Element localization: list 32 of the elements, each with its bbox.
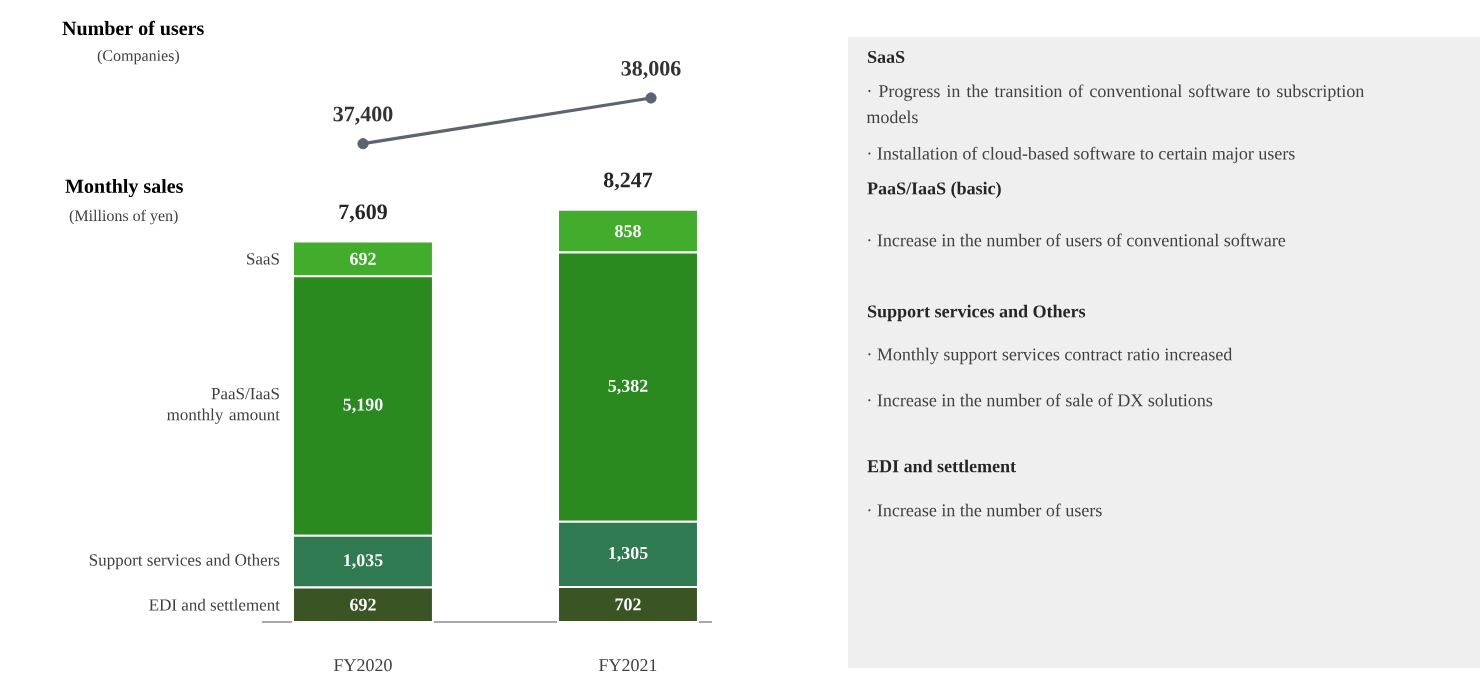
text: Support services and Others xyxy=(868,304,1086,322)
text: PaaS/IaaS (basic) xyxy=(867,181,1001,199)
chart-title: Monthly sales xyxy=(65,178,183,198)
text: EDI and settlement xyxy=(867,459,1016,473)
series-label: Support services and Others xyxy=(89,553,280,570)
data-label: 5,190 xyxy=(343,398,383,414)
text: · Increase in the number of users of conventional software xyxy=(868,233,1286,247)
data-label: 692 xyxy=(350,598,376,611)
data-label: 702 xyxy=(615,598,641,611)
chart-subtitle: (Companies) xyxy=(97,49,180,65)
data-label: 5,382 xyxy=(608,379,648,395)
data-label: 1,305 xyxy=(609,546,648,562)
text: · Progress in the transition of conventional software to subscription models xyxy=(866,84,1365,124)
text: SaaS xyxy=(868,50,905,64)
data-label: 692 xyxy=(350,252,376,265)
series-label: PaaS/IaaS monthly amount xyxy=(166,387,280,424)
series-label: EDI and settlement xyxy=(149,598,280,611)
text: (Millions of yen) xyxy=(69,209,178,225)
chart-title: Number of users xyxy=(62,20,204,36)
data-label: 1,035 xyxy=(344,554,383,569)
x-tick-label: FY2020 xyxy=(334,659,392,672)
x-tick-label: FY2021 xyxy=(599,659,657,672)
series-label: SaaS xyxy=(247,253,279,265)
text: · Installation of cloud-based software to certain major users xyxy=(868,146,1295,164)
data-label: 37,400 xyxy=(333,106,393,125)
total-label: 7,609 xyxy=(339,204,387,223)
total-label: 8,247 xyxy=(603,172,653,191)
text: · Increase in the number of sale of DX solutions xyxy=(868,393,1213,407)
data-label: 858 xyxy=(615,225,641,238)
text: · Monthly support services contract ratio increased xyxy=(868,347,1233,365)
text: · Increase in the number of users xyxy=(868,503,1102,517)
data-label: 38,006 xyxy=(621,60,681,79)
